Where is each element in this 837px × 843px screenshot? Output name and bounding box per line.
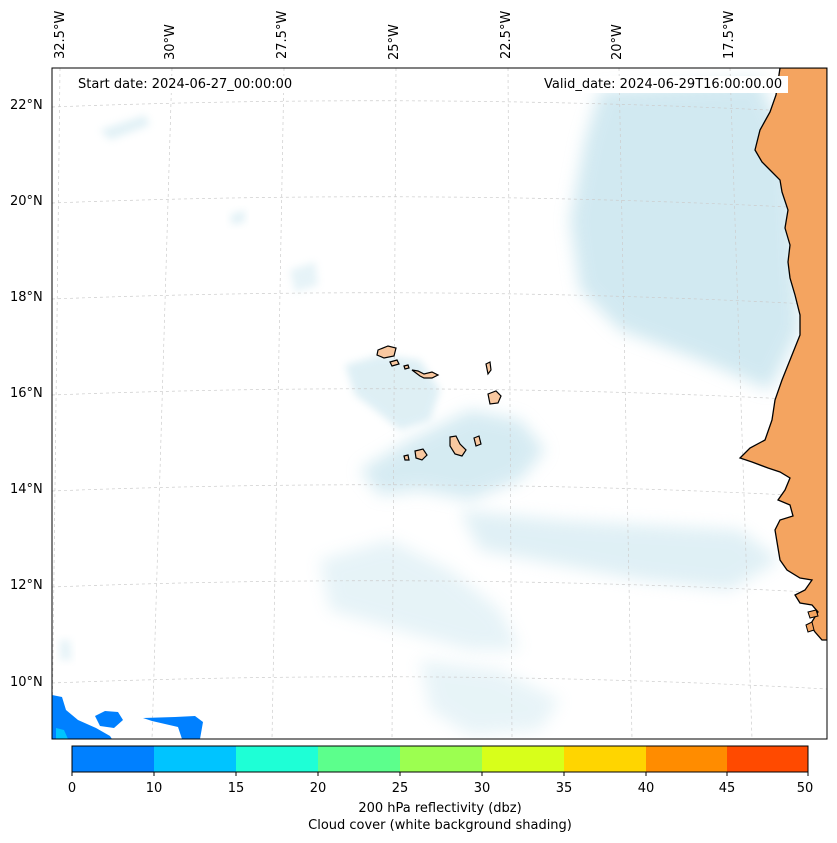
cloud-region-island-band <box>360 410 545 500</box>
cloud-region-northeast <box>570 80 800 390</box>
colorbar-tick-label: 10 <box>145 781 163 796</box>
colorbar-frame <box>71 745 809 773</box>
meridian-32-5w <box>52 68 61 739</box>
colorbar-segment <box>400 746 482 772</box>
parallel-12n <box>52 580 827 594</box>
meridian-27-5w <box>271 68 285 739</box>
lat-label-22n: 22°N <box>10 98 43 113</box>
parallel-14n <box>52 484 827 498</box>
cape-verde-islands <box>376 345 502 461</box>
island-boa-vista <box>487 390 502 405</box>
colorbar-tick-label: 25 <box>391 781 409 796</box>
cloud-region-southern-band <box>460 510 780 590</box>
parallel-22n <box>52 100 827 114</box>
colorbar-segment <box>646 746 727 772</box>
lat-label-14n: 14°N <box>10 482 43 497</box>
colorbar-tick-label: 45 <box>718 781 736 796</box>
lon-label-22-5w: 22.5°W <box>499 10 514 59</box>
parallel-18n <box>52 292 827 306</box>
parallel-16n <box>52 388 827 402</box>
island-fogo <box>414 448 428 461</box>
colorbar-tick-label: 0 <box>67 781 77 796</box>
lat-label-12n: 12°N <box>10 578 43 593</box>
meridian-25w <box>391 68 397 739</box>
lat-label-18n: 18°N <box>10 290 43 305</box>
reflectivity-patch-10-15 <box>56 728 68 739</box>
parallel-10n <box>52 676 827 690</box>
parallel-20n <box>52 196 827 210</box>
lon-label-20w: 20°W <box>610 24 625 60</box>
reflectivity-patch-0-10-right <box>143 716 203 739</box>
reflectivity-patches <box>52 695 203 739</box>
graticule <box>52 68 827 739</box>
cloud-region-southwest <box>320 540 520 650</box>
colorbar-segment <box>72 746 154 772</box>
lat-label-16n: 16°N <box>10 386 43 401</box>
valid-date-label: Valid_date: 2024-06-29T16:00:00.00 <box>538 76 789 93</box>
colorbar-segment <box>727 746 808 772</box>
cloud-streak-2 <box>230 210 245 225</box>
lat-label-20n: 20°N <box>10 194 43 209</box>
coastal-island-2 <box>805 621 815 633</box>
lon-label-27-5w: 27.5°W <box>275 10 290 59</box>
island-sal <box>485 361 492 376</box>
colorbar-segment <box>564 746 646 772</box>
meridian-17-5w <box>729 68 753 739</box>
lon-label-17-5w: 17.5°W <box>722 10 737 59</box>
meridian-30w <box>151 68 173 739</box>
island-sao-vicente <box>389 359 400 367</box>
coastal-island-1 <box>807 609 819 619</box>
africa-coastline <box>738 68 827 641</box>
island-santo-antao <box>376 345 397 359</box>
cloud-streak-1 <box>100 115 150 140</box>
cloud-region-far-south <box>420 660 560 735</box>
island-sao-nicolau <box>411 369 440 379</box>
colorbar-tick-label: 20 <box>309 781 327 796</box>
meridian-22-5w <box>507 68 513 739</box>
cloud-cover-shading <box>60 80 800 735</box>
lon-label-30w: 30°W <box>163 24 178 60</box>
start-date-label: Start date: 2024-06-27_00:00:00 <box>72 76 299 93</box>
colorbar-subtitle: Cloud cover (white background shading) <box>308 818 572 833</box>
island-santa-luzia <box>403 364 410 370</box>
lon-label-25w: 25°W <box>387 24 402 60</box>
reflectivity-patch-0-10-large <box>52 695 112 739</box>
colorbar-tick-label: 35 <box>555 781 573 796</box>
colorbar-title: 200 hPa reflectivity (dbz) <box>358 801 522 816</box>
lon-label-32-5w: 32.5°W <box>53 10 68 59</box>
cloud-streak-3 <box>290 262 318 292</box>
reflectivity-patch-0-10-mid <box>95 711 123 728</box>
colorbar-tick-label: 40 <box>637 781 655 796</box>
meridian-20w <box>618 68 633 739</box>
colorbar-segment <box>482 746 564 772</box>
cloud-streak-4 <box>60 640 72 660</box>
lat-label-10n: 10°N <box>10 675 43 690</box>
colorbar-segment <box>236 746 318 772</box>
colorbar-segment <box>318 746 400 772</box>
island-maio <box>473 435 482 447</box>
colorbar-tick-label: 50 <box>796 781 814 796</box>
island-brava <box>403 454 410 461</box>
colorbar <box>71 745 809 776</box>
colorbar-tick-label: 30 <box>473 781 491 796</box>
island-santiago <box>449 435 467 457</box>
colorbar-tick-label: 15 <box>227 781 245 796</box>
map-frame <box>51 67 828 740</box>
colorbar-segment <box>154 746 236 772</box>
